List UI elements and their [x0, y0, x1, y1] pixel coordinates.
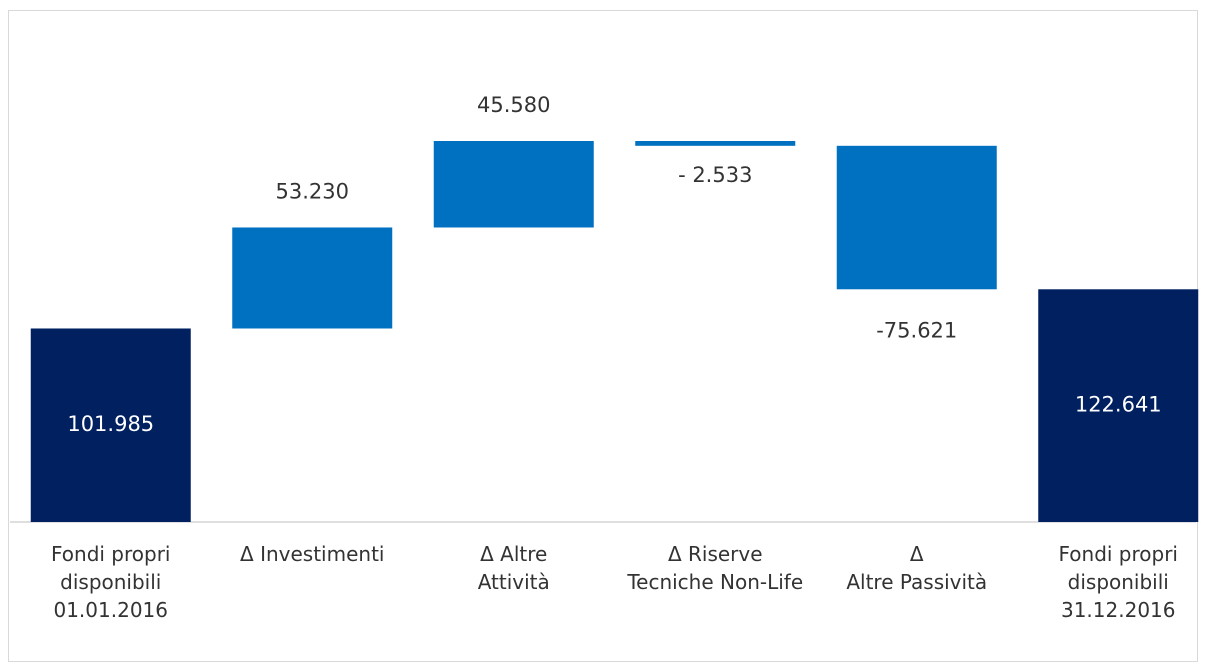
bar	[433, 141, 594, 228]
bar	[232, 227, 393, 329]
bar	[30, 328, 191, 522]
x-tick-label: Fondi propri disponibili 01.01.2016	[50, 542, 171, 622]
value-label: 53.230	[276, 179, 349, 203]
bar	[635, 141, 796, 146]
value-label: 122.641	[1075, 393, 1162, 417]
x-tick-label: Δ Riserve Tecniche Non-Life	[627, 542, 804, 594]
value-label: - 2.533	[678, 163, 752, 187]
value-label: 101.985	[67, 412, 154, 436]
x-tick-label: Δ Investimenti	[240, 542, 385, 566]
value-label: -75.621	[876, 318, 957, 342]
x-tick-label: Fondi propri disponibili 31.12.2016	[1058, 542, 1178, 622]
x-tick-label: Δ Altre Attività	[477, 542, 550, 594]
x-tick-label: Δ Altre Passività	[846, 542, 988, 594]
bar	[836, 145, 997, 290]
bar	[1038, 289, 1199, 522]
value-label: 45.580	[477, 93, 550, 117]
